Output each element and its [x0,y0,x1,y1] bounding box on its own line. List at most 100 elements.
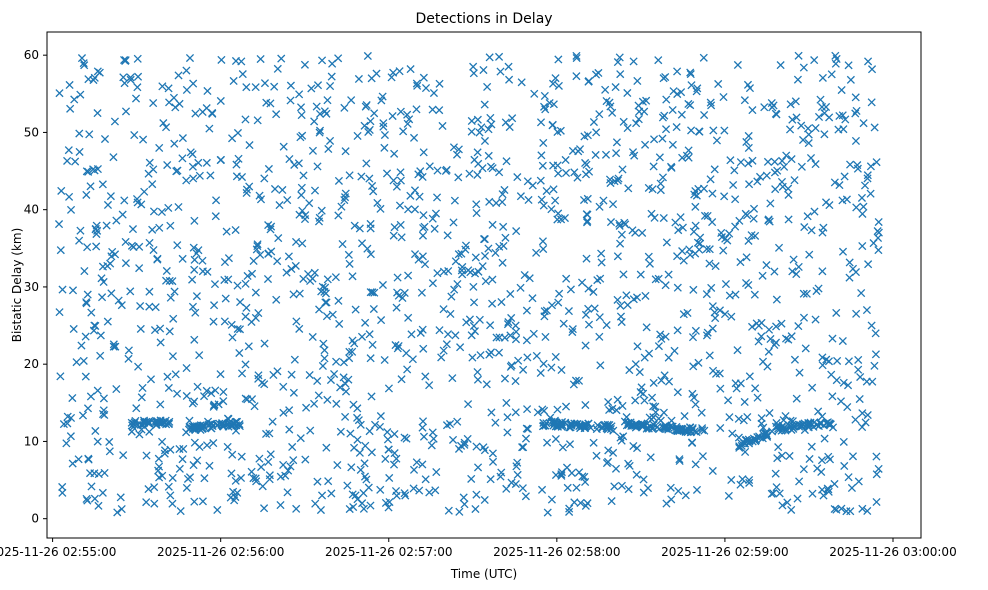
data-point [336,427,345,436]
data-point [763,157,773,166]
data-point [853,161,862,170]
data-point [189,79,198,88]
data-point [709,126,718,135]
data-point [77,54,87,63]
data-point [206,171,215,180]
data-point [68,393,77,403]
data-point [755,172,765,181]
data-point [687,81,696,90]
data-point [548,79,558,88]
data-point [65,80,74,90]
data-point [581,170,591,179]
data-point [747,231,756,240]
data-point [314,217,324,226]
data-point [662,95,671,104]
data-point [632,119,641,128]
data-point [592,128,601,137]
data-point [442,421,452,430]
data-point [91,426,100,436]
data-point [472,490,481,499]
data-point [394,341,403,351]
data-point [736,379,745,388]
data-point [299,171,308,180]
data-point [359,504,368,513]
data-point [606,424,615,434]
data-point [224,419,233,429]
data-point [241,360,250,369]
data-point [487,408,496,417]
data-point [91,321,100,331]
data-point [500,374,510,383]
data-point [216,96,225,106]
data-point [170,287,179,296]
data-point [161,276,171,285]
data-point [182,363,191,373]
data-point [569,380,578,389]
data-point [583,210,592,219]
data-point [702,244,711,254]
data-point [145,158,154,167]
x-axis-label: Time (UTC) [450,567,517,581]
y-tick-label: 10 [24,434,39,448]
data-point [189,243,198,252]
data-point [415,192,424,201]
data-point [173,241,182,250]
data-point [132,404,141,413]
data-point [142,451,151,460]
data-point [245,182,254,191]
data-point [785,125,795,134]
data-point [433,166,442,175]
data-point [738,475,747,484]
data-point [581,400,590,410]
data-point [317,491,327,500]
data-point [554,298,563,307]
data-point [339,358,348,367]
data-point [697,408,706,417]
data-point [267,247,276,256]
x-tick-label: 2025-11-26 02:55:00 [0,545,116,559]
data-point [195,351,204,360]
data-point [365,330,374,339]
data-point [606,218,616,227]
data-point [618,165,627,174]
data-point [361,318,370,327]
data-point [110,117,119,126]
data-point [334,176,343,185]
data-point [121,259,130,268]
data-point [793,75,802,84]
data-point [472,209,481,218]
data-point [784,184,793,193]
data-point [530,89,539,98]
data-point [498,258,507,267]
data-point [200,474,209,483]
data-point [145,427,154,436]
data-point [637,383,646,392]
data-point [427,441,436,450]
data-point [341,379,350,388]
data-point [460,440,469,449]
data-point [541,332,550,342]
data-point [209,402,218,411]
data-point [379,119,388,128]
data-point [745,475,754,485]
data-point [482,380,491,389]
data-point [127,427,136,436]
data-point [168,352,177,361]
data-point [474,267,483,276]
data-point [606,102,615,111]
data-point [156,338,165,347]
y-tick-label: 50 [24,125,39,139]
data-point [760,103,769,112]
data-point [689,393,699,402]
data-point [323,395,332,404]
data-point [413,81,422,90]
data-point [471,504,480,514]
data-point [279,460,288,469]
data-point [827,70,836,79]
data-point [171,370,180,379]
data-point [418,460,427,469]
data-point [708,466,717,476]
data-point [315,128,324,137]
data-point [572,72,581,81]
data-point [540,312,549,321]
